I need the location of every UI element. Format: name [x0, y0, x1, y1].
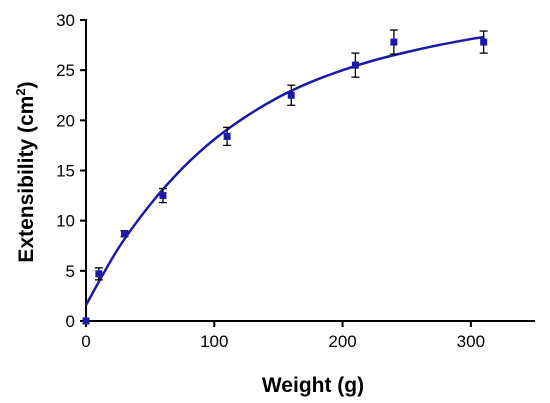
- data-point: [480, 38, 488, 46]
- y-tick-label: 20: [56, 111, 75, 130]
- data-point: [82, 317, 90, 325]
- data-point-group: [389, 29, 398, 55]
- data-point-group: [287, 84, 296, 106]
- data-point-group: [94, 267, 103, 281]
- x-tick-label: 100: [200, 332, 228, 351]
- data-point-group: [223, 126, 232, 147]
- x-tick-label: 300: [457, 332, 485, 351]
- data-point-group: [82, 317, 90, 325]
- data-point: [159, 192, 167, 200]
- axes: 0 100 200 300 0 5 10 15 20 25 30: [56, 11, 535, 351]
- y-axis-title-superscript: 2: [13, 88, 28, 95]
- fit-curve: [84, 35, 484, 306]
- y-tick-label: 10: [56, 212, 75, 231]
- x-tick-label: 200: [328, 332, 356, 351]
- data-point-group: [351, 52, 360, 78]
- data-point: [351, 61, 359, 69]
- y-tick-label: 0: [66, 312, 75, 331]
- data-point-group: [120, 230, 129, 238]
- data-point-group: [479, 30, 488, 54]
- data-point: [287, 91, 295, 99]
- data-point: [95, 270, 103, 278]
- y-tick-label: 25: [56, 61, 75, 80]
- y-tick-label: 30: [56, 11, 75, 30]
- data-point: [120, 230, 128, 238]
- y-axis-title-close: ): [15, 81, 38, 88]
- data-point: [223, 132, 231, 140]
- data-point: [390, 38, 398, 46]
- y-tick-label: 15: [56, 162, 75, 181]
- x-tick-label: 0: [81, 332, 90, 351]
- data-point-group: [158, 187, 167, 204]
- y-axis-title: Extensibility (cm2): [13, 81, 38, 262]
- y-tick-label: 5: [66, 262, 75, 281]
- fit-curve-layer: [84, 35, 484, 306]
- data-points-layer: [82, 29, 488, 325]
- x-axis-title: Weight (g): [262, 374, 364, 397]
- y-axis-title-main: Extensibility (cm: [15, 96, 38, 263]
